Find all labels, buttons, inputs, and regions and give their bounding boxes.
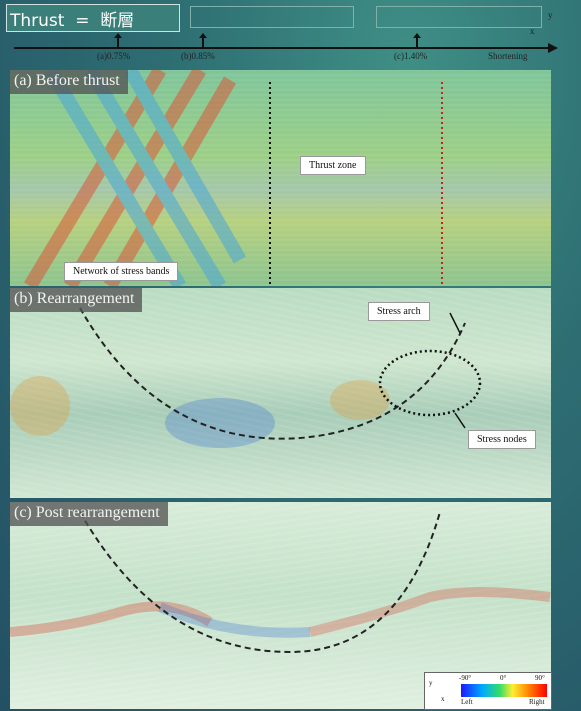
orange-stress-blob-1	[10, 376, 70, 436]
panel-b-overlay	[10, 307, 482, 448]
stress-band-blue-2	[84, 70, 226, 286]
timeline-end-label: Shortening	[488, 51, 528, 61]
legend-end-left: Left	[461, 698, 473, 706]
thrust-zone-label: Thrust zone	[300, 156, 366, 175]
stage-sketch-2	[376, 6, 542, 28]
slide-title-box	[6, 4, 180, 32]
shortening-axis	[14, 47, 550, 49]
timeline-label-c: (c)1.40%	[394, 51, 428, 61]
panel-c-overlay	[10, 511, 551, 654]
stress-band-blue-3	[123, 70, 247, 264]
slide-title: Thrust = 断層	[10, 11, 135, 31]
red-shear-band-1	[10, 601, 213, 637]
timeline-label-b: (b)0.85%	[181, 51, 215, 61]
panel-a-label: (a) Before thrust	[10, 70, 128, 94]
stress-nodes-pointer	[454, 412, 466, 429]
legend-colorbar	[461, 684, 547, 697]
panel-b-label: (b) Rearrangement	[10, 288, 143, 312]
stress-band-red-1	[24, 70, 166, 286]
stress-nodes-ellipse	[378, 349, 482, 417]
stress-arch-trace	[79, 511, 441, 654]
stress-nodes-label: Stress nodes	[468, 430, 536, 449]
stress-band-red-3	[103, 76, 237, 286]
shortening-axis-arrow	[548, 43, 558, 53]
stress-arch-pointer	[449, 312, 461, 334]
legend-axis-x: x	[441, 695, 445, 703]
stage-sketch-1	[190, 6, 354, 28]
legend-tick-mid: 0°	[500, 674, 507, 682]
panel-rearrangement: (b) Rearrangement Stress arch Stress nod…	[10, 288, 551, 498]
timeline-marker-b	[199, 33, 207, 47]
legend-end-right: Right	[529, 698, 545, 706]
top-axis-y: y	[548, 10, 553, 20]
timeline-label-a: (a)0.75%	[97, 51, 131, 61]
legend-axis-y: y	[429, 679, 433, 687]
stress-band-red-2	[64, 70, 206, 286]
stress-arch-curve	[79, 307, 466, 440]
panel-a-overlay	[24, 70, 443, 286]
red-shear-band-2	[308, 587, 551, 637]
blue-stress-blob-1	[165, 398, 275, 448]
network-stress-bands-label: Network of stress bands	[64, 262, 179, 281]
panel-c-label: (c) Post rearrangement	[10, 502, 168, 526]
stress-arch-label: Stress arch	[368, 302, 430, 321]
legend-tick-min: -90°	[459, 674, 472, 682]
stress-band-blue-1	[44, 70, 186, 286]
timeline-marker-a	[114, 33, 122, 47]
blue-shear-band	[158, 602, 311, 638]
legend-tick-max: 90°	[535, 674, 545, 682]
orientation-legend: y x -90° 0° 90° Left Right	[424, 672, 552, 710]
orange-stress-blob-2	[330, 380, 390, 420]
top-axis-x: x	[530, 26, 535, 36]
timeline-marker-c	[413, 33, 421, 47]
panel-before-thrust: (a) Before thrust Thrust zone Network of…	[10, 70, 551, 286]
